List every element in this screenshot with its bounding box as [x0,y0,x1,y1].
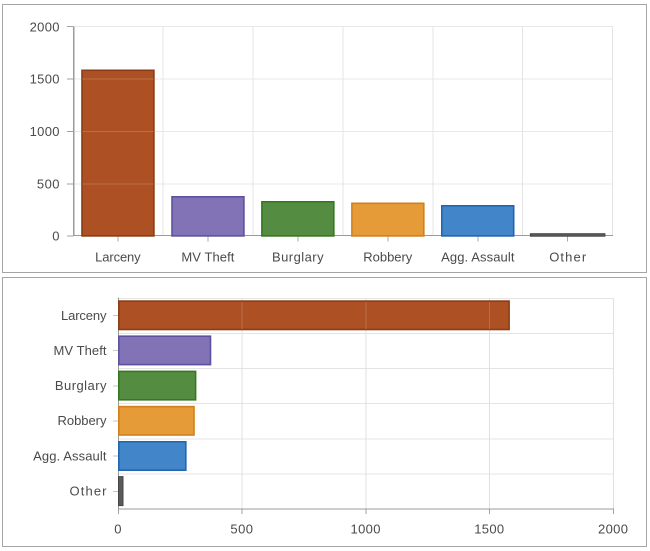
svg-text:Other: Other [549,250,587,265]
svg-text:Robbery: Robbery [58,413,108,428]
svg-text:MV Theft: MV Theft [54,343,107,358]
svg-text:0: 0 [52,229,59,244]
svg-text:Larceny: Larceny [95,250,141,265]
svg-text:Burglary: Burglary [272,250,324,265]
svg-text:1000: 1000 [351,522,381,537]
svg-text:MV Theft: MV Theft [181,250,234,265]
svg-text:2000: 2000 [30,19,60,34]
svg-text:Larceny: Larceny [61,308,107,323]
svg-text:Burglary: Burglary [55,378,107,393]
svg-text:500: 500 [230,522,253,537]
svg-text:Agg. Assault: Agg. Assault [33,448,107,463]
svg-text:Robbery: Robbery [363,250,413,265]
svg-text:1500: 1500 [474,522,504,537]
svg-text:Other: Other [70,484,108,499]
svg-text:500: 500 [37,177,60,192]
svg-text:1000: 1000 [30,124,60,139]
svg-text:0: 0 [114,522,121,537]
svg-text:2000: 2000 [598,522,628,537]
svg-text:Agg. Assault: Agg. Assault [441,250,515,265]
svg-text:1500: 1500 [30,72,60,87]
